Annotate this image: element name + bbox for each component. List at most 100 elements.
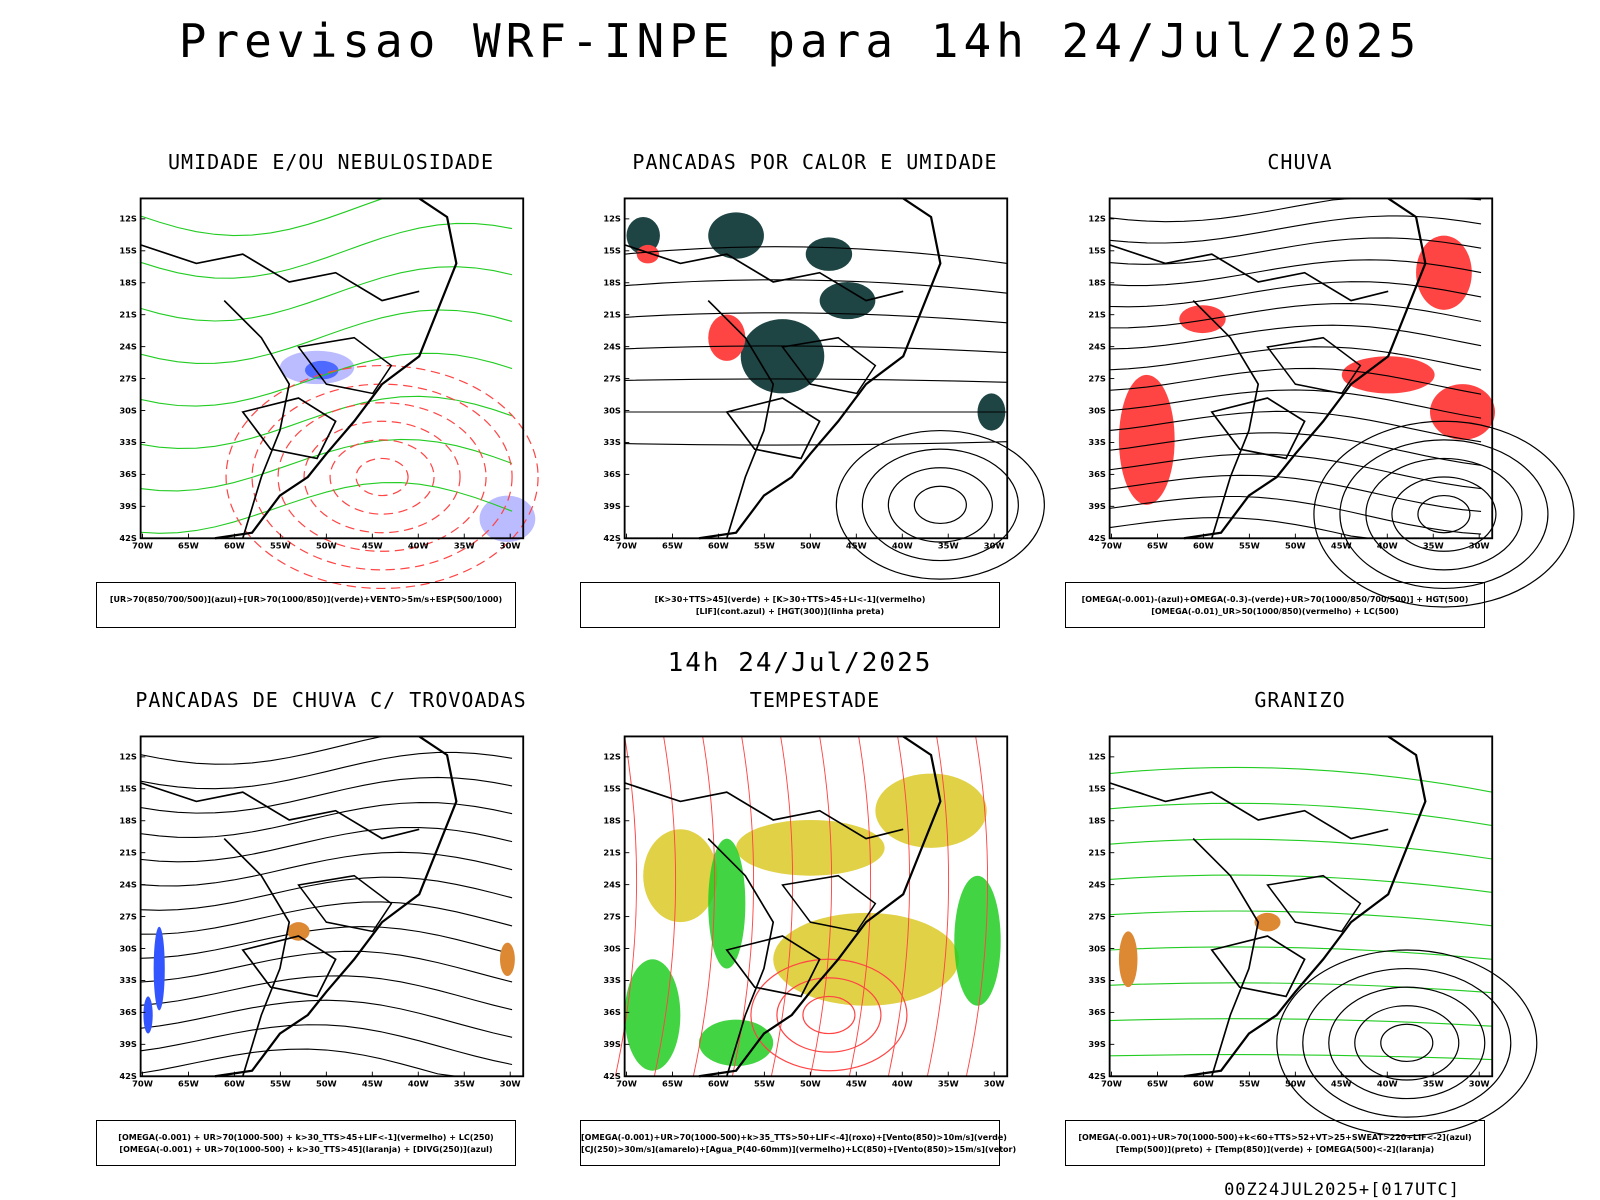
legend-line: [OMEGA(-0.001)+UR>70(1000-500)+k<60+TTS>… xyxy=(1078,1133,1472,1142)
main-title: Previsao WRF-INPE para 14h 24/Jul/2025 xyxy=(178,14,1422,68)
geopotential-line xyxy=(624,441,1008,446)
streamline xyxy=(140,975,513,1011)
panel-title: PANCADAS DE CHUVA C/ TROVOADAS xyxy=(135,688,527,712)
lat-tick-label: 30S xyxy=(1088,943,1106,953)
contour-line xyxy=(913,485,967,525)
legend-line: [OMEGA(-0.001) + UR>70(1000-500) + k>30_… xyxy=(119,1145,493,1154)
streamline xyxy=(140,999,513,1038)
lat-tick-label: 30S xyxy=(603,943,621,953)
instability-region xyxy=(805,237,853,271)
country-border xyxy=(707,299,775,539)
lat-tick-label: 24S xyxy=(603,879,621,889)
lon-tick-label: 40W xyxy=(892,1079,913,1089)
streamline xyxy=(140,876,513,911)
map-frame xyxy=(623,197,1009,540)
jet-region xyxy=(736,820,885,876)
lon-tick-label: 35W xyxy=(454,541,475,551)
legend-line: [OMEGA(-0.01)_UR>50(1000/850)(vermelho) … xyxy=(1151,607,1399,616)
lon-tick-label: 55W xyxy=(270,541,291,551)
jet-region xyxy=(875,773,987,848)
panel-title: CHUVA xyxy=(1267,150,1333,174)
lat-tick-label: 36S xyxy=(1088,1007,1106,1017)
lon-tick-label: 35W xyxy=(454,1079,475,1089)
streamline xyxy=(140,950,513,983)
contour-line xyxy=(750,958,908,1072)
country-border xyxy=(1192,299,1260,539)
wind-region xyxy=(624,959,681,1071)
lon-tick-label: 55W xyxy=(1239,1079,1260,1089)
temperature-line xyxy=(1109,802,1493,827)
legend-line: [K>30+TTS>45](verde) + [K>30+TTS>45+LI<-… xyxy=(654,595,926,604)
streamline xyxy=(140,776,513,814)
lon-tick-label: 60W xyxy=(224,1079,245,1089)
legend-box: [OMEGA(-0.001)+UR>70(1000-500)+k>35_TTS>… xyxy=(580,1120,1016,1166)
temperature-line xyxy=(1109,766,1493,793)
map-frame xyxy=(139,735,525,1078)
lat-tick-label: 30S xyxy=(1088,405,1106,415)
map-panel-thunder: PANCADAS DE CHUVA C/ TROVOADAS 12S 15S 18S 2… xyxy=(96,688,566,1178)
lon-tick-label: 30W xyxy=(984,1079,1005,1089)
lat-tick-label: 42S xyxy=(1088,533,1106,543)
uplift-region xyxy=(1118,931,1138,988)
lat-tick-label: 18S xyxy=(1088,816,1106,826)
legend-box: [K>30+TTS>45](verde) + [K>30+TTS>45+LI<-… xyxy=(580,582,1000,628)
lon-tick-label: 65W xyxy=(1147,1079,1168,1089)
contour-line xyxy=(1302,967,1512,1118)
lon-tick-label: 70W xyxy=(616,1079,637,1089)
streamline xyxy=(809,736,833,1077)
lat-tick-label: 39S xyxy=(1088,501,1106,511)
streamline xyxy=(1109,302,1482,329)
country-border xyxy=(624,782,904,840)
temperature-line xyxy=(1109,1054,1493,1061)
lat-tick-label: 18S xyxy=(119,278,137,288)
country-border xyxy=(624,244,904,302)
lat-tick-label: 33S xyxy=(603,975,621,985)
lon-tick-label: 40W xyxy=(408,1079,429,1089)
contour-line xyxy=(1391,476,1497,552)
map-panel-heat: PANCADAS POR CALOR E UMIDADE 12S 15S 18S 21S… xyxy=(580,150,1050,640)
coastline xyxy=(1183,197,1427,540)
lon-tick-label: 45W xyxy=(846,541,867,551)
streamline xyxy=(926,736,950,1077)
contour-line xyxy=(861,448,1019,562)
streamline xyxy=(1109,453,1482,490)
lat-tick-label: 33S xyxy=(603,437,621,447)
streamline xyxy=(140,438,513,492)
wind-region xyxy=(708,838,746,969)
lat-tick-label: 12S xyxy=(603,214,621,224)
run-timestamp: 00Z24JUL2025+[017UTC] xyxy=(1224,1180,1460,1200)
coastline xyxy=(214,197,458,540)
lon-tick-label: 30W xyxy=(984,541,1005,551)
lon-tick-label: 40W xyxy=(892,541,913,551)
lon-tick-label: 50W xyxy=(1285,1079,1306,1089)
streamline xyxy=(140,851,513,887)
lon-tick-label: 45W xyxy=(1331,541,1352,551)
map-frame xyxy=(1108,197,1494,540)
lon-tick-label: 65W xyxy=(178,541,199,551)
country-border xyxy=(1109,782,1389,840)
humidity-core xyxy=(305,360,339,380)
lat-tick-label: 15S xyxy=(603,246,621,256)
lon-tick-label: 55W xyxy=(754,541,775,551)
streamline xyxy=(140,395,513,450)
country-border xyxy=(725,397,821,460)
lon-tick-label: 65W xyxy=(662,541,683,551)
country-border xyxy=(140,782,420,840)
lon-tick-label: 55W xyxy=(1239,541,1260,551)
forecast-time-label: 14h 24/Jul/2025 xyxy=(667,648,933,678)
contour-line xyxy=(1276,949,1538,1137)
streamline xyxy=(1109,410,1482,443)
lat-tick-label: 24S xyxy=(1088,879,1106,889)
uplift-region xyxy=(1254,912,1281,932)
map-layer xyxy=(140,735,515,1078)
map-layer xyxy=(1109,735,1538,1137)
legend-line: [UR>70(850/700/500)](azul)+[UR>70(1000/8… xyxy=(109,595,503,604)
panel-title: GRANIZO xyxy=(1254,688,1346,712)
contour-line xyxy=(802,995,856,1035)
temperature-line xyxy=(1109,910,1493,927)
instability-core xyxy=(708,314,746,361)
map-panel-hail: GRANIZO 12S 15S 18S 21S 24S 27S 30S 33S 36S 39S 42S… xyxy=(1065,688,1538,1178)
lat-tick-label: 21S xyxy=(603,309,621,319)
legend-box: [OMEGA(-0.001)+UR>70(1000-500)+k<60+TTS>… xyxy=(1065,1120,1485,1166)
